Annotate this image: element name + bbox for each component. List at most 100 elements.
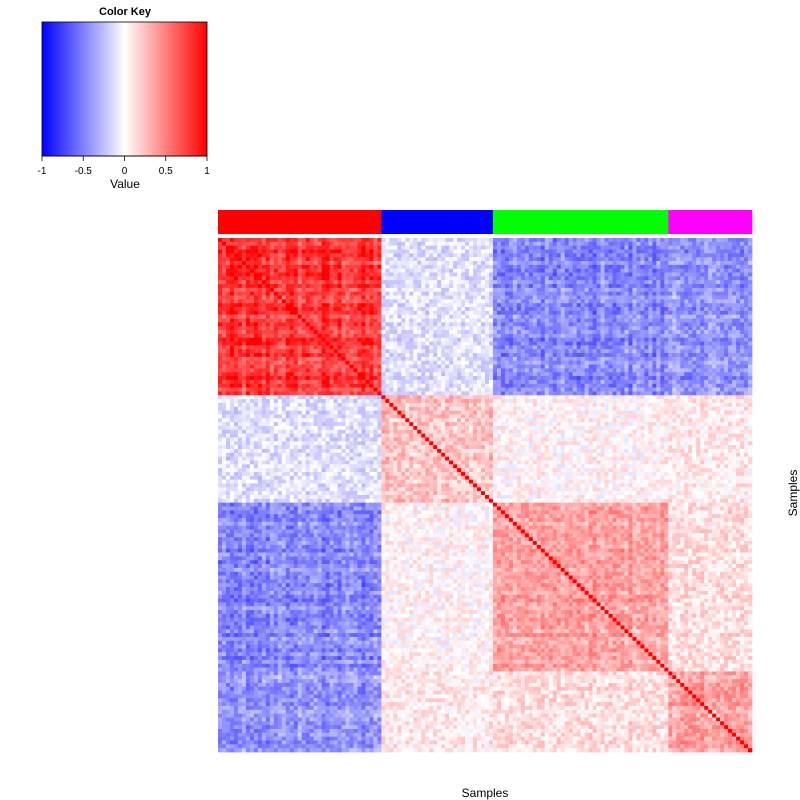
heatmap-cell <box>736 364 741 369</box>
heatmap-cell <box>716 253 721 258</box>
heatmap-cell <box>568 356 574 362</box>
heatmap-cell <box>401 368 406 373</box>
heatmap-cell <box>325 241 330 247</box>
heatmap-cell <box>309 372 315 377</box>
heatmap-cell <box>668 284 673 289</box>
heatmap-cell <box>660 326 665 331</box>
heatmap-cell <box>608 241 613 247</box>
heatmap-cell <box>696 330 701 335</box>
heatmap-cell <box>453 264 458 270</box>
heatmap-cell <box>381 268 386 273</box>
heatmap-cell <box>325 364 330 369</box>
heatmap-cell <box>485 372 490 377</box>
heatmap-cell <box>289 291 295 296</box>
heatmap-cell <box>409 261 414 266</box>
heatmap-cell <box>453 356 458 362</box>
heatmap-cell <box>576 257 582 262</box>
heatmap-cell <box>277 295 283 300</box>
heatmap-cell <box>317 261 323 266</box>
heatmap-cell <box>592 291 597 296</box>
heatmap-cell <box>313 326 319 331</box>
heatmap-cell <box>277 326 283 331</box>
heatmap-cell <box>485 333 490 339</box>
heatmap-cell <box>221 314 227 319</box>
heatmap-cell <box>421 261 426 266</box>
heatmap-cell <box>548 376 554 381</box>
heatmap-cell <box>596 322 601 327</box>
heatmap-cell <box>632 326 637 331</box>
heatmap-cell <box>461 349 466 354</box>
heatmap-cell <box>389 326 394 331</box>
heatmap-cell <box>429 364 434 369</box>
heatmap-cell <box>377 280 382 285</box>
heatmap-cell <box>488 310 494 316</box>
heatmap-cell <box>421 264 426 270</box>
heatmap-cell <box>500 341 506 346</box>
heatmap-cell <box>297 322 303 327</box>
heatmap-cell <box>628 376 633 381</box>
heatmap-cell <box>648 368 653 373</box>
heatmap-cell <box>249 272 255 277</box>
heatmap-cell <box>437 280 442 285</box>
heatmap-cell <box>664 264 669 270</box>
heatmap-cell <box>361 307 366 312</box>
heatmap-cell <box>736 360 741 365</box>
heatmap-cell <box>481 372 486 377</box>
heatmap-cell <box>341 330 346 335</box>
heatmap-cell <box>221 360 227 365</box>
heatmap-cell <box>748 299 753 304</box>
heatmap-cell <box>704 257 709 262</box>
heatmap-cell <box>492 356 498 362</box>
heatmap-cell <box>652 356 657 362</box>
heatmap-cell <box>704 372 709 377</box>
heatmap-cell <box>680 341 685 346</box>
heatmap-cell <box>289 356 295 362</box>
heatmap-cell <box>429 249 434 254</box>
heatmap-cell <box>293 341 299 346</box>
heatmap-cell <box>373 284 378 289</box>
heatmap-cell <box>373 299 378 304</box>
heatmap-cell <box>301 326 307 331</box>
heatmap-cell <box>524 368 530 373</box>
heatmap-cell <box>584 326 590 331</box>
heatmap-cell <box>473 280 478 285</box>
heatmap-cell <box>524 360 530 365</box>
heatmap-cell <box>540 284 546 289</box>
heatmap-cell <box>556 349 562 354</box>
heatmap-cell <box>724 291 729 296</box>
heatmap-cell <box>696 372 701 377</box>
heatmap-cell <box>704 284 709 289</box>
heatmap-cell <box>640 299 645 304</box>
heatmap-cell <box>696 337 701 342</box>
heatmap-cell <box>465 303 470 308</box>
heatmap-cell <box>313 268 319 273</box>
heatmap-cell <box>716 372 721 377</box>
heatmap-cell <box>345 241 350 247</box>
heatmap-cell <box>540 249 546 254</box>
heatmap-cell <box>656 245 661 250</box>
heatmap-cell <box>556 376 562 381</box>
heatmap-cell <box>385 330 390 335</box>
heatmap-cell <box>584 264 590 270</box>
heatmap-cell <box>441 280 446 285</box>
heatmap-cell <box>680 238 685 243</box>
heatmap-cell <box>544 376 550 381</box>
heatmap-cell <box>564 314 570 319</box>
heatmap-cell <box>233 257 239 262</box>
heatmap-cell <box>628 314 633 319</box>
heatmap-cell <box>345 341 350 346</box>
heatmap-cell <box>684 261 689 266</box>
heatmap-cell <box>221 379 227 385</box>
heatmap-cell <box>740 299 745 304</box>
heatmap-cell <box>269 249 275 254</box>
heatmap-cell <box>449 307 454 312</box>
heatmap-cell <box>644 253 649 258</box>
heatmap-cell <box>532 238 538 243</box>
heatmap-cell <box>496 280 502 285</box>
heatmap-cell <box>644 318 649 323</box>
heatmap-cell <box>712 272 717 277</box>
heatmap-cell <box>269 261 275 266</box>
heatmap-cell <box>241 291 247 296</box>
heatmap-cell <box>716 326 721 331</box>
column-side-colors <box>218 210 753 234</box>
